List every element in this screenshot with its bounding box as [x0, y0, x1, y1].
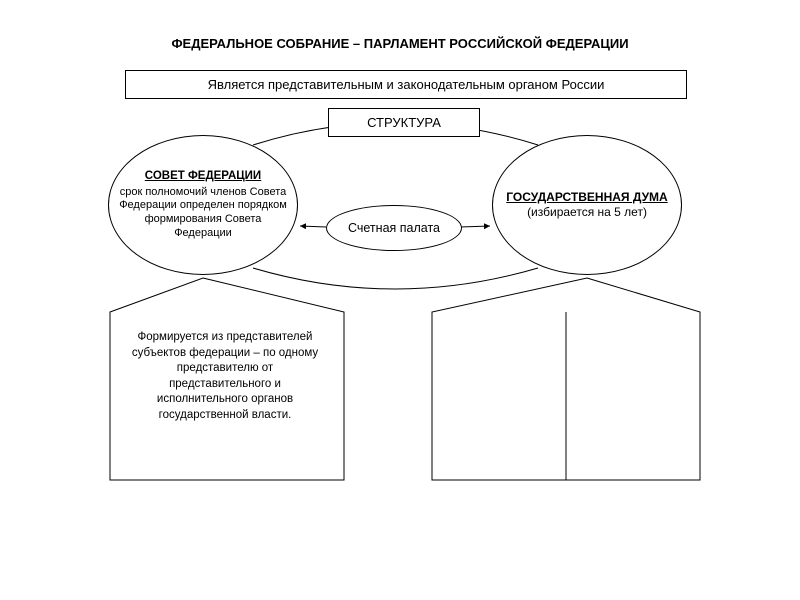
left-circle-heading: СОВЕТ ФЕДЕРАЦИИ — [145, 169, 261, 183]
lower-arc — [253, 268, 538, 289]
structure-label: СТРУКТУРА — [328, 108, 480, 137]
left-circle-body: срок полномочий членов Совета Федерации … — [117, 186, 289, 241]
left-circle: СОВЕТ ФЕДЕРАЦИИ срок полномочий членов С… — [108, 135, 298, 275]
arrow-to-left — [300, 226, 326, 227]
house-right — [432, 278, 700, 480]
right-circle-heading: ГОСУДАРСТВЕННАЯ ДУМА — [506, 190, 667, 205]
diagram-stage: ФЕДЕРАЛЬНОЕ СОБРАНИЕ – ПАРЛАМЕНТ РОССИЙС… — [0, 0, 800, 600]
right-circle-body: (избирается на 5 лет) — [527, 205, 647, 220]
subtitle-box: Является представительным и законодатель… — [125, 70, 687, 99]
right-circle: ГОСУДАРСТВЕННАЯ ДУМА (избирается на 5 ле… — [492, 135, 682, 275]
page-title: ФЕДЕРАЛЬНОЕ СОБРАНИЕ – ПАРЛАМЕНТ РОССИЙС… — [0, 36, 800, 51]
center-ellipse: Счетная палата — [326, 205, 462, 251]
arrow-to-right — [460, 226, 490, 227]
left-description: Формируется из представителей субъектов … — [130, 330, 320, 423]
